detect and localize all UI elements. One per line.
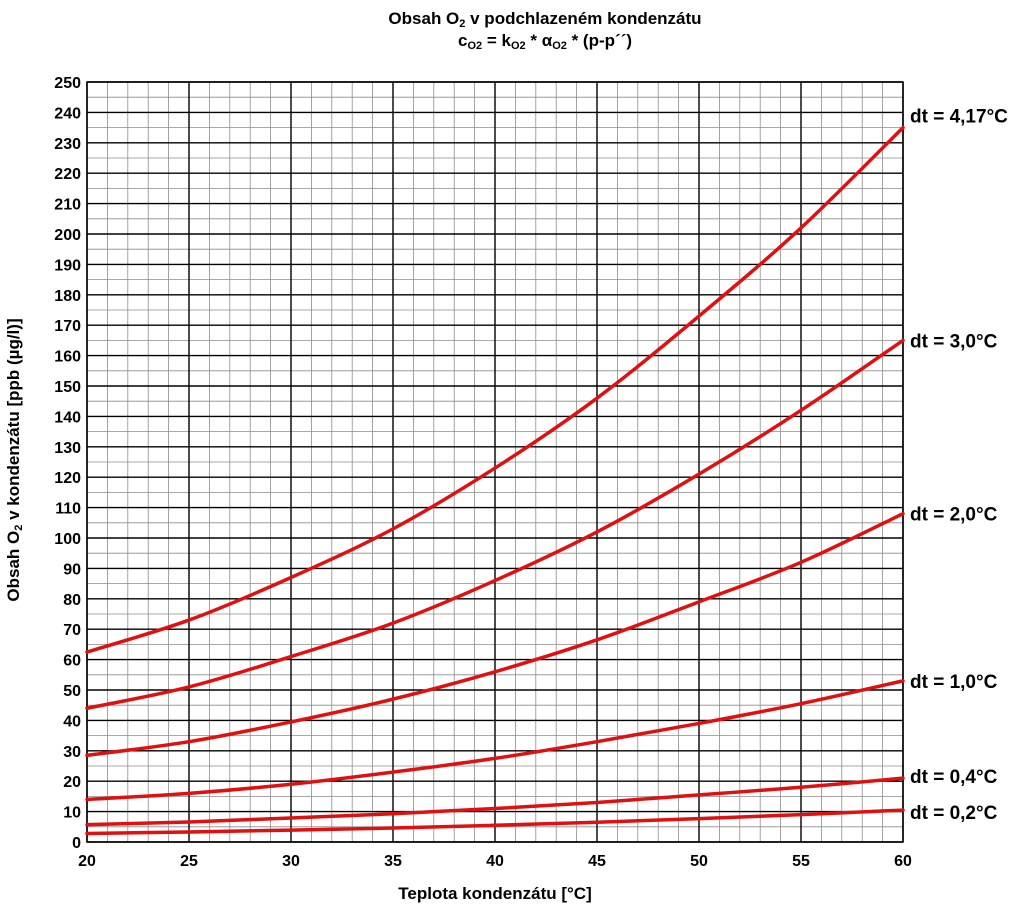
y-tick-label: 110: [55, 501, 81, 518]
x-tick-label: 60: [894, 853, 912, 870]
series-line-3: [85, 679, 905, 802]
formula-post: * (p-p´´): [566, 31, 633, 50]
y-tick-label: 80: [63, 592, 81, 609]
y-tick-label: 200: [54, 227, 81, 244]
y-tick-label: 10: [63, 805, 81, 822]
series-line-0: [85, 125, 905, 654]
formula-k-sub: O2: [510, 40, 526, 52]
x-axis-ticks: 20 25 30 35 40 45 50 55 60: [78, 853, 912, 870]
formula-eq: = k: [482, 31, 511, 50]
y-tick-label: 70: [63, 622, 81, 639]
chart-subtitle-formula: cO2 = kO2 * αO2 * (p-p´´): [0, 30, 1024, 52]
x-tick-label: 30: [282, 853, 300, 870]
ylabel-pre: Obsah O: [4, 530, 23, 602]
x-tick-label: 20: [78, 853, 96, 870]
series-label-3: dt = 1,0°C: [910, 672, 998, 693]
ylabel-post: v kondenzátu [ppb (µg/l)]: [4, 318, 23, 525]
x-tick-label: 55: [792, 853, 810, 870]
formula-mid: * α: [525, 31, 553, 50]
y-tick-label: 180: [54, 288, 81, 305]
series-lines: [85, 125, 905, 836]
grid-minor: [87, 82, 903, 842]
y-tick-label: 120: [54, 470, 81, 487]
x-tick-label: 35: [384, 853, 402, 870]
formula-c-sub: O2: [467, 40, 483, 52]
y-tick-label: 190: [54, 257, 81, 274]
y-axis-label: Obsah O2 v kondenzátu [ppb (µg/l)]: [4, 318, 25, 602]
x-axis-label: Teplota kondenzátu [°C]: [398, 884, 592, 903]
chart-title-line1: Obsah O2 v podchlazeném kondenzátu: [0, 8, 1024, 30]
y-tick-label: 130: [54, 440, 81, 457]
title-line1-post: v podchlazeném kondenzátu: [465, 9, 702, 28]
series-label-0: dt = 4,17°C: [910, 107, 1008, 128]
chart-title: Obsah O2 v podchlazeném kondenzátu cO2 =…: [0, 8, 1024, 52]
y-tick-label: 250: [54, 75, 81, 92]
y-axis-ticks: 0 10 20 30 40 50 60 70 80 90 100 110 120 130 140 150 160…: [54, 75, 81, 852]
y-tick-label: 140: [54, 409, 81, 426]
title-line1-sub: 2: [459, 18, 466, 30]
y-tick-label: 220: [54, 166, 81, 183]
y-tick-label: 60: [63, 653, 81, 670]
series-line-1: [85, 338, 905, 710]
y-tick-label: 90: [63, 561, 81, 578]
y-tick-label: 170: [54, 318, 81, 335]
y-tick-label: 30: [63, 744, 81, 761]
y-tick-label: 240: [54, 105, 81, 122]
plot-frame: [86, 81, 904, 843]
y-tick-label: 40: [63, 713, 81, 730]
y-tick-label: 50: [63, 683, 81, 700]
title-line1-pre: Obsah O: [388, 9, 460, 28]
y-tick-label: 150: [54, 379, 81, 396]
x-tick-label: 25: [180, 853, 198, 870]
x-tick-label: 40: [486, 853, 504, 870]
y-tick-label: 0: [72, 835, 81, 852]
y-tick-label: 210: [54, 197, 81, 214]
series-label-4: dt = 0,4°C: [910, 767, 998, 788]
formula-c: c: [457, 31, 468, 50]
series-label-5: dt = 0,2°C: [910, 803, 998, 824]
series-line-4: [85, 776, 905, 827]
y-tick-label: 160: [54, 349, 81, 366]
y-tick-label: 100: [54, 531, 81, 548]
series-label-1: dt = 3,0°C: [910, 331, 998, 352]
y-tick-label: 20: [63, 774, 81, 791]
x-tick-label: 50: [690, 853, 708, 870]
series-line-5: [85, 808, 905, 836]
series-label-2: dt = 2,0°C: [910, 505, 998, 526]
series-line-2: [85, 511, 905, 758]
y-tick-label: 230: [54, 136, 81, 153]
x-tick-label: 45: [588, 853, 606, 870]
series-labels: dt = 4,17°C dt = 3,0°C dt = 2,0°C dt = 1,0°…: [910, 107, 1008, 824]
ylabel-sub: 2: [13, 524, 25, 531]
formula-a-sub: O2: [552, 40, 567, 52]
